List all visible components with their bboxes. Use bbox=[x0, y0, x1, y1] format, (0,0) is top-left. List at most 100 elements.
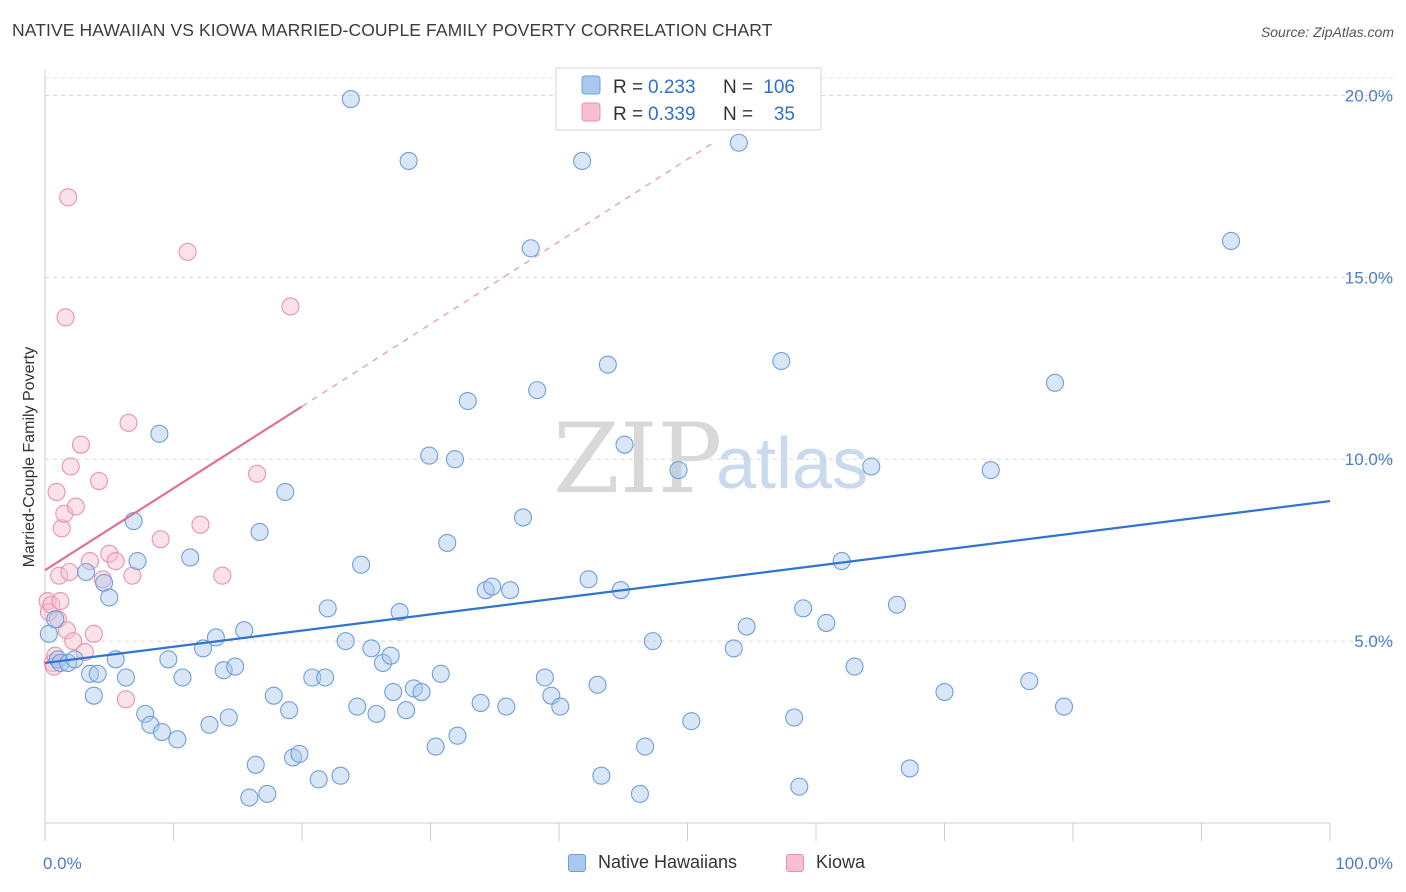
scatter-point bbox=[173, 668, 192, 687]
scatter-point bbox=[84, 686, 103, 705]
scatter-point bbox=[682, 712, 701, 731]
y-tick-label: 5.0% bbox=[1354, 632, 1393, 651]
scatter-point bbox=[181, 548, 200, 567]
scatter-point bbox=[226, 657, 245, 676]
scatter-point bbox=[785, 708, 804, 727]
series-kiowa bbox=[38, 188, 300, 709]
trend-line-kiowa-extension bbox=[301, 142, 714, 407]
scatter-point bbox=[341, 90, 360, 109]
scatter-point bbox=[887, 595, 907, 614]
scatter-point bbox=[981, 461, 1000, 480]
scatter-point bbox=[80, 664, 100, 683]
scatter-point bbox=[50, 566, 69, 585]
scatter-point bbox=[426, 737, 445, 756]
legend-r-label-1: R = bbox=[613, 77, 643, 98]
scatter-point bbox=[471, 693, 490, 713]
scatter-point bbox=[276, 482, 295, 502]
scatter-point bbox=[116, 690, 136, 709]
scatter-point bbox=[592, 766, 611, 785]
trend-lines bbox=[44, 142, 1331, 665]
scatter-point bbox=[399, 151, 418, 170]
scatter-point bbox=[483, 577, 502, 596]
scatter-point bbox=[95, 573, 114, 592]
x-tick-label: 0.0% bbox=[43, 854, 82, 873]
scatter-point bbox=[80, 552, 100, 571]
scatter-point bbox=[367, 704, 386, 723]
scatter-point bbox=[331, 766, 350, 785]
native-hawaiians-swatch bbox=[568, 853, 586, 872]
scatter-point bbox=[1054, 697, 1074, 716]
legend-r-value-1: 0.233 bbox=[648, 77, 696, 98]
watermark: ZIP atlas bbox=[553, 403, 868, 515]
scatter-point bbox=[573, 151, 592, 170]
legend-r-value-2: 0.339 bbox=[648, 104, 696, 125]
scatter-point bbox=[100, 588, 119, 607]
scatter-point bbox=[669, 461, 688, 480]
scatter-point bbox=[178, 242, 197, 261]
scatter-point bbox=[200, 715, 219, 734]
scatter-point bbox=[214, 661, 233, 680]
scatter-point bbox=[280, 701, 299, 720]
scatter-point bbox=[281, 297, 300, 316]
scatter-point bbox=[88, 664, 107, 683]
scatter-point bbox=[55, 504, 74, 523]
scatter-point bbox=[51, 592, 70, 611]
scatter-point bbox=[247, 464, 267, 483]
scatter-point bbox=[521, 239, 540, 258]
scatter-point bbox=[89, 472, 109, 491]
chart-title: NATIVE HAWAIIAN VS KIOWA MARRIED-COUPLE … bbox=[12, 20, 773, 40]
scatter-point bbox=[643, 632, 662, 651]
scatter-point bbox=[535, 668, 554, 687]
stats-legend: R = 0.233 N = 106 R = 0.339 N = 35 bbox=[555, 67, 822, 131]
scatter-point bbox=[116, 668, 136, 687]
scatter-point bbox=[794, 599, 813, 618]
scatter-point bbox=[551, 697, 570, 716]
scatter-point bbox=[303, 668, 322, 687]
scatter-point bbox=[136, 704, 155, 723]
scatter-point bbox=[77, 562, 96, 582]
scatter-point bbox=[46, 610, 65, 629]
scatter-point bbox=[790, 777, 809, 796]
scatter-point bbox=[724, 639, 743, 658]
scatter-point bbox=[528, 381, 547, 400]
scatter-point bbox=[258, 784, 277, 803]
scatter-point bbox=[431, 664, 450, 683]
scatter-point bbox=[1020, 672, 1039, 691]
scatter-point bbox=[66, 497, 85, 516]
scatter-point bbox=[501, 581, 520, 600]
y-tick-label: 10.0% bbox=[1345, 450, 1393, 469]
scatter-point bbox=[630, 784, 650, 803]
scatter-point bbox=[438, 533, 457, 552]
scatter-point bbox=[513, 508, 533, 527]
y-tick-label: 20.0% bbox=[1345, 86, 1393, 105]
scatter-point bbox=[420, 446, 439, 465]
scatter-point bbox=[57, 621, 76, 640]
series-native-hawaiians bbox=[39, 90, 1241, 807]
scatter-point bbox=[737, 617, 756, 636]
legend-n-label-2: N = bbox=[723, 104, 753, 125]
scatter-point bbox=[61, 457, 80, 476]
legend-swatch-pink bbox=[581, 102, 601, 122]
scatter-point bbox=[150, 424, 169, 443]
legend-swatch-blue bbox=[581, 75, 601, 95]
scatter-point bbox=[318, 599, 337, 618]
scatter-point bbox=[348, 697, 367, 716]
kiowa-label: Kiowa bbox=[816, 852, 866, 872]
scatter-point bbox=[352, 555, 371, 574]
scatter-point bbox=[71, 435, 91, 454]
trend-line-native-hawaiians bbox=[44, 499, 1331, 665]
scatter-point bbox=[817, 613, 836, 632]
scatter-point bbox=[598, 355, 617, 374]
scatter-point bbox=[384, 682, 403, 702]
watermark-atlas: atlas bbox=[716, 424, 868, 504]
scatter-point bbox=[206, 628, 225, 647]
grid-lines bbox=[45, 77, 1395, 642]
scatter-point bbox=[264, 686, 283, 705]
legend-n-label-1: N = bbox=[723, 77, 753, 98]
scatter-point bbox=[1222, 231, 1241, 251]
scatter-point bbox=[381, 646, 400, 665]
scatter-point bbox=[772, 351, 791, 371]
scatter-point bbox=[56, 308, 75, 327]
tick-labels: 5.0% 10.0% 15.0% 20.0% 0.0% 100.0% bbox=[43, 86, 1393, 873]
